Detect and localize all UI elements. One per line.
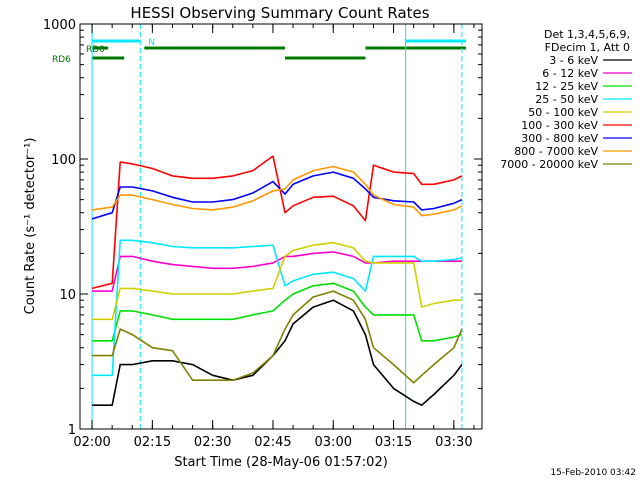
legend-label: 6 - 12 keV [542,67,598,80]
x-tick-label: 03:15 [375,435,412,450]
legend-header: FDecim 1, Att 0 [545,41,630,54]
flag-label: RD6 [52,55,71,65]
legend-label: 300 - 800 keV [521,132,598,145]
series-line [92,251,462,292]
series-line [91,171,463,220]
vertical-markers [91,24,463,429]
series-line [92,239,463,377]
legend-label: 25 - 50 keV [535,93,598,106]
x-tick-label: 03:00 [315,435,352,450]
y-tick-label: 1 [68,423,76,438]
x-axis: 02:00 02:15 02:30 02:45 03:00 03:15 03:30 [73,24,475,450]
series-line [91,155,463,290]
series-line [91,165,463,217]
y-axis: 1 10 100 1000 [43,18,482,438]
x-tick-label: 02:45 [254,435,291,450]
series-line [92,282,463,342]
x-axis-label: Start Time (28-May-06 01:57:02) [174,455,388,470]
y-tick-label: 10 [59,288,76,303]
legend-label: 3 - 6 keV [549,54,598,67]
chart-title: HESSI Observing Summary Count Rates [130,4,429,22]
series-line [92,241,462,321]
legend-label: 50 - 100 keV [528,106,598,119]
plot-frame [79,23,483,430]
x-tick-label: 03:30 [435,435,472,450]
x-tick-label: 02:00 [73,435,110,450]
legend: Det 1,3,4,5,6,9,FDecim 1, Att 03 - 6 keV… [500,28,632,171]
data-series [91,155,463,407]
flag-label: N [148,38,155,48]
legend-header: Det 1,3,4,5,6,9, [544,28,630,41]
observing-flags: N RD0 RD6 [52,38,466,65]
legend-label: 100 - 300 keV [521,119,598,132]
legend-label: 7000 - 20000 keV [500,158,598,171]
series-line [92,299,463,407]
y-tick-label: 1000 [43,18,76,33]
footer-timestamp: 15-Feb-2010 03:42 [550,468,636,478]
legend-label: 12 - 25 keV [535,80,598,93]
y-tick-label: 100 [51,153,76,168]
y-axis-label: Count Rate (s⁻¹ detector⁻¹) [23,138,38,315]
flag-label: RD0 [86,45,105,55]
x-tick-label: 02:30 [194,435,231,450]
x-tick-label: 02:15 [134,435,171,450]
series-line [92,290,463,384]
legend-label: 800 - 7000 keV [514,145,598,158]
